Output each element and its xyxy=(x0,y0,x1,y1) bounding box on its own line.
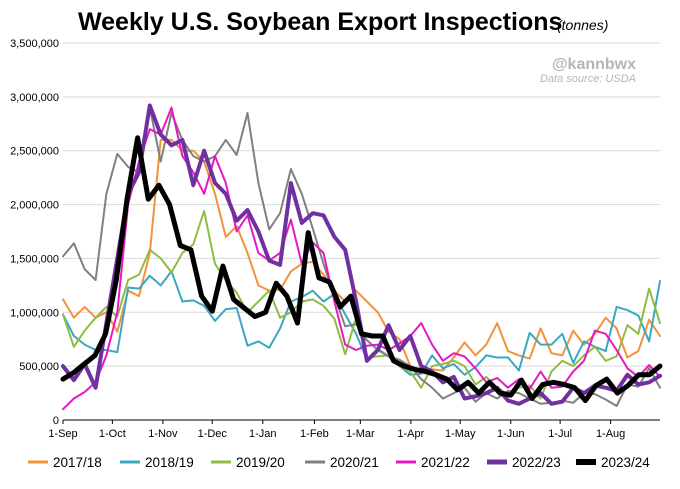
x-tick-label: 1-Jan xyxy=(249,428,277,440)
data-source: Data source: USDA xyxy=(540,73,636,85)
y-tick-label: 3,500,000 xyxy=(10,38,59,50)
y-tick-label: 500,000 xyxy=(19,361,59,373)
y-tick-label: 2,000,000 xyxy=(10,200,59,212)
x-tick-label: 1-Apr xyxy=(397,428,424,440)
x-tick-label: 1-Dec xyxy=(198,428,228,440)
x-tick-labels: 1-Sep 1-Oct 1-Nov 1-Dec 1-Jan 1-Feb 1-Mar 1-Apr… xyxy=(48,420,625,440)
legend-label: 2020/21 xyxy=(330,455,379,470)
y-tick-label: 1,500,000 xyxy=(10,253,59,265)
chart-title: Weekly U.S. Soybean Export Inspections xyxy=(78,8,562,36)
y-tick-label: 1,000,000 xyxy=(10,307,59,319)
y-tick-labels: 0 500,000 1,000,000 1,500,000 2,000,000 2,500… xyxy=(10,38,59,427)
series-line-2021-22 xyxy=(62,106,661,411)
author-handle: @kannbwx xyxy=(552,56,636,73)
legend-label: 2021/22 xyxy=(421,455,470,470)
series-lines xyxy=(60,103,663,411)
series-line-2019-20 xyxy=(62,210,661,400)
x-tick-label: 1-Mar xyxy=(346,428,375,440)
x-tick-label: 1-Sep xyxy=(48,428,77,440)
series-line-2017-18 xyxy=(62,138,661,373)
series-line-2018-19 xyxy=(62,270,661,376)
x-tick-label: 1-Nov xyxy=(148,428,178,440)
legend: 2017/18 2018/19 2019/20 2020/21 2021/22 2022/… xyxy=(28,455,650,470)
series-line-2023-24 xyxy=(60,135,663,404)
x-tick-label: 1-Jun xyxy=(497,428,525,440)
legend-label: 2017/18 xyxy=(53,455,102,470)
y-tick-label: 2,500,000 xyxy=(10,146,59,158)
y-tick-label: 3,000,000 xyxy=(10,92,59,104)
x-tick-label: 1-Aug xyxy=(596,428,625,440)
gridlines xyxy=(63,42,660,367)
legend-label: 2022/23 xyxy=(512,455,561,470)
x-tick-label: 1-Jul xyxy=(548,428,572,440)
legend-label: 2023/24 xyxy=(601,455,650,470)
series-line-2020-21 xyxy=(62,106,661,407)
x-tick-label: 1-May xyxy=(445,428,476,440)
x-tick-label: 1-Oct xyxy=(99,428,126,440)
y-tick-label: 0 xyxy=(53,415,59,427)
x-tick-label: 1-Feb xyxy=(300,428,329,440)
chart-units: (tonnes) xyxy=(557,17,608,33)
legend-label: 2018/19 xyxy=(145,455,194,470)
legend-label: 2019/20 xyxy=(236,455,285,470)
